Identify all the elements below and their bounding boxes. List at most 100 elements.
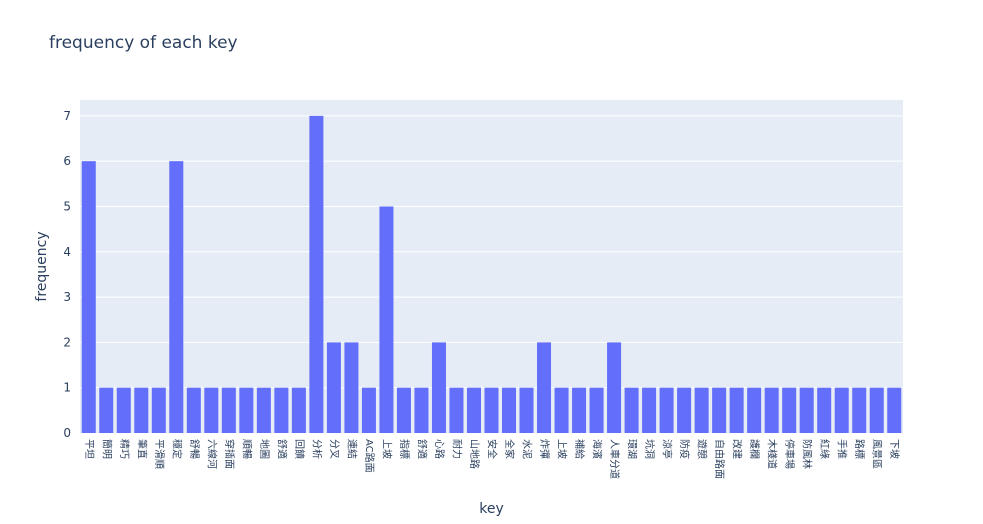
bar — [344, 342, 359, 433]
x-tick-label: 穿插面 — [223, 439, 236, 469]
bar — [151, 387, 166, 433]
bar — [466, 387, 481, 433]
bar — [379, 206, 394, 433]
x-tick-label: 精巧 — [118, 439, 131, 459]
bar — [764, 387, 779, 433]
bar — [694, 387, 709, 433]
bar — [134, 387, 149, 433]
bar — [554, 387, 569, 433]
x-tick-label: 穩定 — [170, 439, 183, 459]
bar — [572, 387, 587, 433]
x-tick-label: 停車場 — [783, 439, 796, 469]
bar — [484, 387, 499, 433]
chart-title: frequency of each key — [49, 33, 238, 53]
bar — [291, 387, 306, 433]
x-tick-label: 紅綠 — [818, 439, 830, 459]
y-tick-label: 7 — [63, 109, 71, 123]
x-tick-label: 耐力 — [450, 439, 463, 459]
bar — [169, 161, 184, 433]
y-tick-label: 6 — [63, 154, 71, 168]
x-tick-label: 分析 — [310, 439, 323, 459]
bar — [221, 387, 236, 433]
bar — [361, 387, 376, 433]
y-tick-label: 4 — [63, 245, 71, 259]
bar — [799, 387, 814, 433]
x-tick-label: 炸彈 — [538, 439, 550, 459]
x-tick-label: 筆直 — [135, 439, 148, 459]
x-tick-label: AC路面 — [363, 439, 376, 473]
bar — [869, 387, 884, 433]
y-tick-label: 2 — [63, 335, 71, 349]
x-tick-label: 分叉 — [328, 439, 340, 459]
bar — [309, 115, 324, 433]
bar — [852, 387, 867, 433]
bar — [326, 342, 341, 433]
x-tick-label: 連結 — [345, 439, 358, 459]
x-tick-label: 心路 — [433, 439, 446, 459]
x-tick-label: 路標 — [853, 439, 866, 459]
x-tick-label: 地圖 — [258, 439, 271, 459]
x-tick-label: 舒適 — [275, 439, 288, 459]
bar — [607, 342, 622, 433]
bar — [624, 387, 639, 433]
x-tick-label: 防風林 — [801, 439, 814, 469]
x-tick-label: 人車分道 — [608, 439, 621, 479]
bar — [817, 387, 832, 433]
bar — [99, 387, 114, 433]
x-tick-label: 水泥 — [521, 439, 534, 459]
x-tick-label: 遊憩 — [696, 439, 709, 459]
x-tick-label: 六線河 — [205, 439, 218, 469]
x-tick-label: 順暢 — [240, 439, 253, 459]
x-tick-label: 安全 — [486, 439, 499, 459]
bar — [502, 387, 517, 433]
x-tick-label: 坑洞 — [643, 439, 656, 459]
x-tick-label: 平滑順 — [153, 439, 165, 469]
y-tick-label: 0 — [63, 426, 71, 440]
x-tick-label: 手推 — [836, 439, 849, 459]
y-axis-label: frequency — [34, 231, 50, 301]
y-tick-label: 3 — [63, 290, 71, 304]
bar — [204, 387, 219, 433]
x-tick-label: 指標 — [398, 439, 411, 459]
x-tick-label: 木棧道 — [766, 439, 779, 469]
x-tick-label: 涼亭 — [661, 439, 674, 459]
bar — [834, 387, 849, 433]
x-tick-label: 簡明 — [100, 439, 113, 459]
x-tick-label: 風景區 — [871, 439, 883, 469]
x-tick-label: 自由路面 — [713, 439, 726, 479]
x-axis-label: key — [479, 501, 504, 517]
bar — [256, 387, 271, 433]
x-tick-label: 上坡 — [380, 439, 393, 459]
x-tick-label: 海濱 — [591, 439, 604, 459]
x-tick-label: 回饋 — [293, 439, 306, 459]
bar — [729, 387, 744, 433]
x-tick-label: 上坡 — [556, 439, 569, 459]
bar — [414, 387, 429, 433]
y-tick-label: 1 — [63, 381, 71, 395]
x-tick-label: 全家 — [503, 439, 516, 459]
x-tick-label: 舒暢 — [188, 439, 201, 459]
bar — [712, 387, 727, 433]
x-tick-label: 下坡 — [888, 439, 901, 459]
x-tick-label: 山地路 — [468, 439, 481, 469]
x-tick-label: 防疫 — [678, 439, 691, 459]
bar — [449, 387, 464, 433]
bar — [396, 387, 411, 433]
bar — [537, 342, 552, 433]
bar — [642, 387, 657, 433]
x-tick-label: 平坦 — [83, 439, 96, 459]
x-tick-label: 改建 — [731, 439, 744, 459]
x-tick-label: 護欄 — [748, 439, 761, 459]
x-tick-label: 環湖 — [626, 439, 638, 459]
bar — [677, 387, 692, 433]
x-tick-label: 補給 — [573, 439, 586, 459]
bar — [239, 387, 254, 433]
bar — [186, 387, 201, 433]
bar — [887, 387, 902, 433]
bar — [519, 387, 534, 433]
bar — [589, 387, 604, 433]
bar — [274, 387, 289, 433]
x-tick-label: 舒適 — [415, 439, 428, 459]
